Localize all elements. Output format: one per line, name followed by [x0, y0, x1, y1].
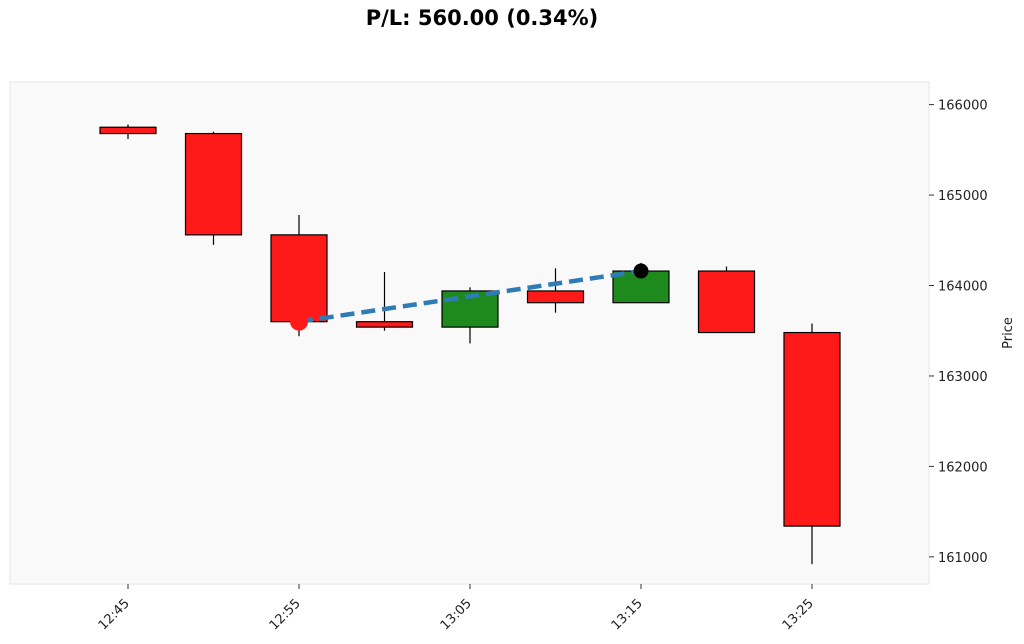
x-tick-label: 13:05 — [438, 596, 475, 633]
y-tick-label: 163000 — [938, 370, 988, 385]
y-tick-label: 165000 — [938, 189, 988, 204]
exit-marker — [633, 263, 649, 279]
x-tick-label: 12:55 — [267, 596, 304, 633]
y-tick-label: 161000 — [938, 551, 988, 566]
candle-body — [270, 234, 328, 323]
candle-body — [99, 126, 157, 135]
chart-title: P/L: 560.00 (0.34%) — [365, 6, 599, 30]
x-tick-label: 12:45 — [96, 596, 133, 633]
candle-body — [697, 270, 756, 334]
y-tick-label: 166000 — [938, 99, 988, 114]
y-axis-label: Price — [1001, 317, 1016, 349]
candle-body — [355, 321, 414, 328]
candle-body — [526, 290, 585, 304]
trade-line — [298, 268, 642, 324]
candle-body — [783, 331, 841, 527]
y-tick-label: 162000 — [938, 460, 988, 475]
y-tick-label: 164000 — [938, 280, 988, 295]
x-tick-label: 13:15 — [609, 596, 646, 633]
candle-body — [184, 132, 243, 236]
entry-marker — [290, 312, 308, 331]
x-tick-label: 13:25 — [780, 596, 817, 633]
